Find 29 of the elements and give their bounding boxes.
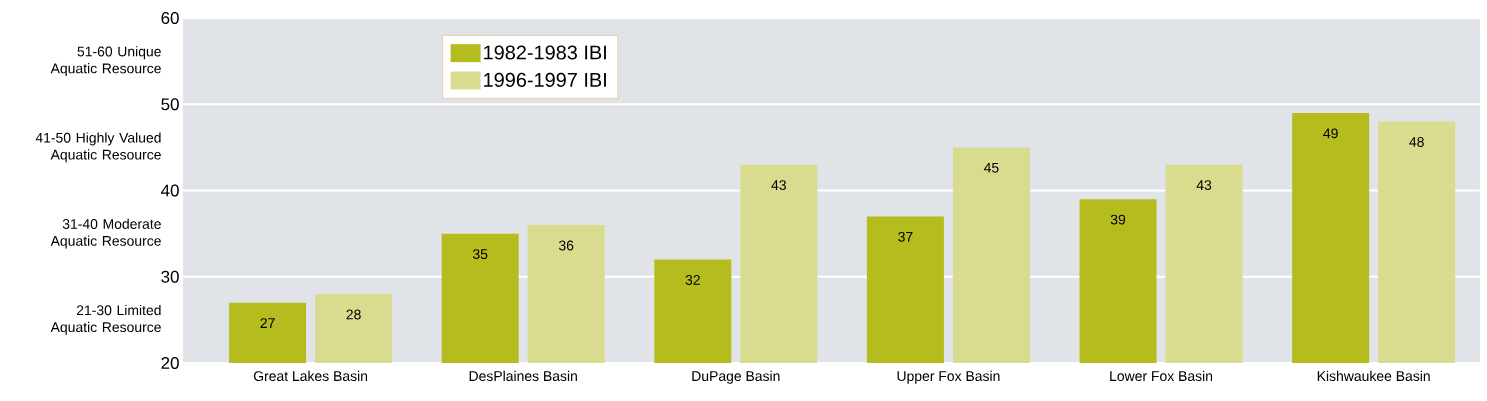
x-tick-label: Great Lakes Basin bbox=[253, 370, 368, 382]
data-label: 36 bbox=[558, 240, 574, 251]
data-label: 45 bbox=[983, 162, 999, 173]
x-tick-label: DesPlaines Basin bbox=[469, 370, 577, 382]
text: 51-60 Unique Aquatic Resource bbox=[50, 46, 161, 77]
y-tick-label: 50 bbox=[161, 98, 179, 111]
text: 31-40 Moderate Aquatic Resource bbox=[50, 218, 161, 249]
data-label: 49 bbox=[1323, 128, 1338, 139]
legend-label: 1996-1997 IBI bbox=[484, 72, 606, 87]
legend-label: 1982-1983 IBI bbox=[484, 45, 606, 60]
data-label: 48 bbox=[1409, 137, 1424, 147]
y-tick-label: 60 bbox=[161, 12, 179, 24]
data-label: 43 bbox=[1196, 180, 1212, 191]
x-tick-label: Lower Fox Basin bbox=[1110, 370, 1213, 382]
x-tick-label: Kishwaukee Basin bbox=[1317, 370, 1430, 382]
text: 41-50 Highly Valued Aquatic Resource bbox=[35, 132, 161, 163]
data-label: 37 bbox=[898, 231, 913, 242]
data-label: 27 bbox=[260, 318, 275, 328]
data-label: 35 bbox=[472, 249, 488, 260]
y-tick-label: 30 bbox=[161, 270, 179, 283]
x-tick-label: DuPage Basin bbox=[692, 370, 780, 384]
x-tick-label: Upper Fox Basin bbox=[897, 370, 1000, 384]
data-label: 32 bbox=[685, 275, 700, 285]
data-label: 39 bbox=[1110, 214, 1126, 225]
data-label: 28 bbox=[346, 309, 361, 320]
y-tick-label: 40 bbox=[161, 184, 179, 197]
text: 21-30 Limited Aquatic Resource bbox=[50, 304, 161, 335]
data-label: 43 bbox=[771, 180, 786, 191]
y-tick-label: 20 bbox=[161, 357, 179, 369]
